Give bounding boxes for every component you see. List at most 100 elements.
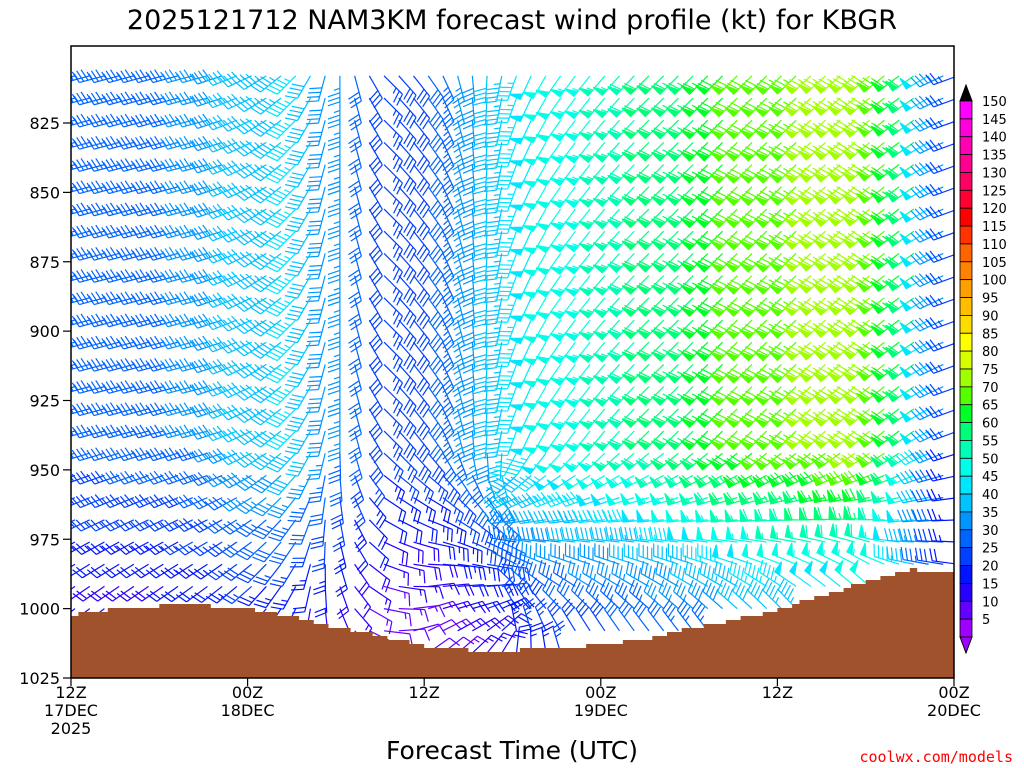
colorbar-swatch: [959, 189, 973, 209]
colorbar-swatch: [959, 350, 973, 370]
wind-barb: [509, 186, 532, 212]
wind-barb: [398, 319, 417, 351]
wind-barb: [564, 119, 591, 142]
wind-barb: [564, 319, 591, 342]
wind-barb: [739, 186, 768, 207]
colorbar-label: 150: [982, 95, 1007, 110]
wind-barb: [204, 136, 238, 153]
wind-barb: [535, 275, 562, 298]
wind-barb: [368, 119, 383, 153]
wind-barb: [189, 180, 223, 196]
wind-barb: [535, 186, 562, 209]
wind-barb: [305, 186, 326, 214]
x-tick-label: 20DEC: [927, 701, 981, 720]
wind-barb: [636, 297, 665, 318]
wind-barb: [607, 253, 635, 274]
colorbar-label: 120: [982, 202, 1007, 217]
wind-barb: [535, 230, 562, 254]
colorbar-label: 60: [982, 417, 999, 432]
wind-barb: [695, 75, 723, 96]
wind-barb: [856, 297, 885, 315]
colorbar-swatch: [959, 368, 973, 388]
wind-barbs: [71, 69, 954, 664]
colorbar-swatch: [959, 457, 973, 477]
wind-barb: [413, 253, 431, 285]
x-axis-label: Forecast Time (UTC): [386, 736, 638, 765]
wind-barb: [724, 97, 753, 118]
wind-barb: [636, 319, 665, 340]
wind-barb: [724, 319, 753, 340]
wind-barb: [724, 186, 753, 207]
wind-barb: [494, 75, 518, 101]
wind-barb: [189, 113, 223, 129]
wind-barb: [413, 230, 431, 263]
wind-barb: [383, 297, 403, 328]
wind-barb: [189, 91, 223, 107]
wind-barb: [398, 341, 417, 373]
wind-barb: [592, 186, 620, 208]
wind-barb: [204, 225, 238, 242]
wind-barb: [607, 75, 635, 96]
wind-barb: [870, 75, 900, 93]
wind-barb: [249, 141, 282, 160]
wind-barb: [636, 341, 665, 362]
wind-barb: [899, 230, 929, 246]
wind-barb: [651, 297, 679, 318]
wind-barb: [398, 97, 417, 129]
wind-barb: [522, 208, 547, 233]
wind-barb: [483, 164, 503, 193]
wind-barb: [754, 253, 782, 273]
wind-barb: [564, 75, 591, 98]
wind-barb: [621, 75, 650, 96]
wind-barb: [899, 252, 929, 268]
wind-barb: [284, 164, 311, 188]
wind-barb: [739, 230, 768, 251]
wind-barb: [621, 253, 650, 273]
wind-barb: [636, 208, 665, 229]
wind-barb: [621, 275, 650, 295]
colorbar-swatch: [959, 547, 973, 566]
wind-barb: [665, 364, 694, 384]
wind-barb: [348, 142, 362, 176]
wind-barb: [607, 364, 635, 385]
wind-barb: [174, 202, 208, 217]
wind-barb: [473, 142, 488, 173]
wind-barb: [680, 253, 709, 273]
wind-barb: [368, 341, 383, 375]
wind-barb: [768, 208, 797, 228]
wind-barb: [368, 164, 383, 198]
colorbar-swatch: [959, 172, 973, 191]
wind-barb: [189, 135, 223, 152]
wind-barb: [535, 253, 562, 276]
wind-barb: [724, 208, 753, 229]
wind-barb: [636, 164, 665, 184]
wind-barb: [265, 97, 297, 117]
wind-barb: [189, 224, 223, 240]
wind-barb: [398, 75, 417, 107]
wind-barb: [204, 159, 238, 175]
wind-barb: [695, 319, 723, 340]
wind-barb: [899, 297, 929, 312]
y-tick-label: 950: [29, 461, 60, 480]
wind-barb: [204, 358, 238, 375]
wind-barb: [189, 357, 223, 374]
wind-barb: [607, 97, 635, 118]
wind-barb: [680, 341, 709, 362]
wind-barb: [607, 164, 635, 185]
wind-barb: [592, 341, 620, 363]
colorbar-label: 145: [982, 113, 1007, 128]
wind-barb: [535, 142, 562, 165]
wind-barb: [509, 341, 532, 367]
wind-barb: [739, 97, 768, 118]
wind-barb: [680, 186, 709, 207]
wind-barb: [592, 230, 620, 252]
wind-barb: [494, 142, 518, 168]
x-tick-label: 2025: [51, 719, 92, 738]
colorbar-swatch: [959, 154, 973, 173]
wind-barb: [265, 119, 297, 140]
wind-barb: [535, 319, 562, 343]
wind-barb: [754, 142, 782, 162]
wind-barb: [265, 208, 297, 228]
wind-barb: [739, 253, 768, 273]
colorbar-label: 50: [982, 452, 999, 467]
